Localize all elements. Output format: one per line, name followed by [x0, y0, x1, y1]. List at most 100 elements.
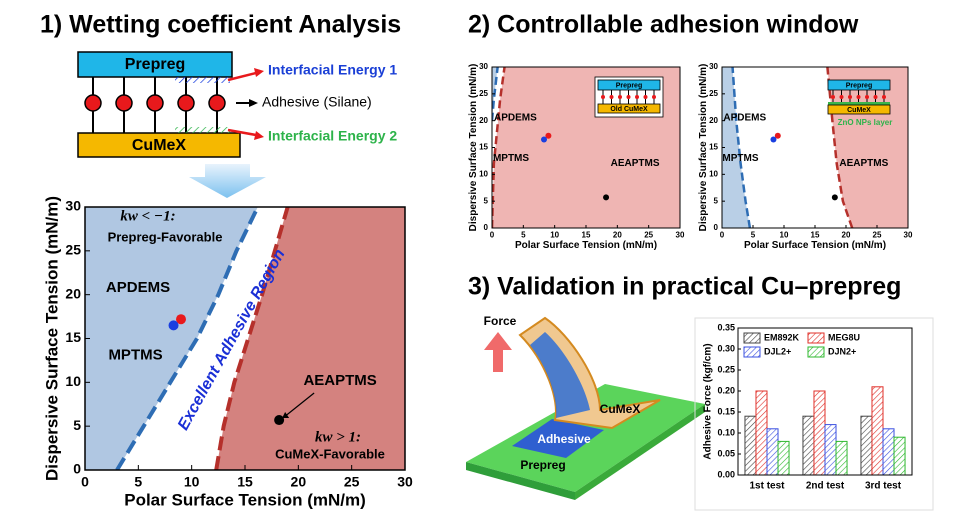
y-tick-label: 0 [73, 461, 81, 477]
bar [824, 424, 837, 476]
label: CuMeX [600, 402, 641, 416]
legend-swatch [743, 346, 761, 358]
region [216, 207, 405, 470]
molecules [84, 94, 226, 112]
bar [882, 428, 895, 476]
point [545, 132, 552, 139]
y-tick-label: 30 [709, 62, 718, 71]
point-label: APDEMS [494, 112, 537, 123]
label: Adhesive (Silane) [262, 94, 372, 110]
boundary-line [492, 67, 506, 228]
pointer-head [282, 412, 290, 419]
inset-label: Prepreg [616, 82, 642, 89]
inset-molecule [635, 95, 639, 99]
inset-label: Prepreg [846, 82, 872, 89]
boundary-line [731, 67, 752, 228]
point-label: MPTMS [493, 153, 529, 164]
inset-label: Old CuMeX [610, 106, 648, 113]
y-tick-label: 10 [479, 169, 488, 178]
y-tick-label: 0.15 [717, 406, 735, 416]
y-tick-label: 10 [65, 373, 81, 389]
x-tick-label: 3rd test [865, 481, 902, 492]
y-tick-label: 5 [73, 417, 81, 433]
y-tick-label: 5 [484, 196, 489, 205]
bar [813, 390, 826, 476]
bar [835, 440, 848, 476]
bar [871, 386, 884, 476]
y-axis-label: Dispersive Surface Tension (mN/m) [42, 196, 61, 481]
plot-frame [737, 327, 913, 476]
y-axis-label: Adhesive Force (kgf/cm) [703, 343, 714, 459]
arrows [227, 68, 264, 140]
x-tick-label: 10 [780, 230, 789, 239]
point-label: MPTMS [108, 346, 162, 363]
boundary-line [492, 67, 499, 121]
legend-label: MEG8U [828, 332, 860, 342]
label: Interfacial Energy 1 [268, 62, 397, 78]
chart-panel [694, 317, 934, 511]
point [831, 194, 838, 201]
y-tick-label: 10 [709, 169, 718, 178]
label: CuMeX [132, 137, 187, 154]
annotation: Prepreg-Favorable [108, 229, 223, 244]
x-tick-label: 25 [873, 230, 882, 239]
section-title: 2) Controllable adhesion window [468, 11, 859, 39]
inset-zno [828, 102, 890, 105]
interface-2 [175, 127, 230, 133]
regions [85, 207, 405, 470]
inset-molecule [626, 95, 631, 99]
inset-prepreg [827, 79, 891, 91]
y-tick-label: 25 [479, 89, 488, 98]
inset-molecule [601, 95, 605, 99]
prepreg-layer [77, 51, 233, 78]
bar [802, 415, 815, 476]
x-tick-label: 30 [397, 473, 413, 489]
legend-label: DJL2+ [764, 346, 791, 356]
y-tick-label: 25 [709, 89, 718, 98]
inset-molecule [882, 95, 886, 99]
point [176, 314, 186, 325]
inset-molecule [856, 95, 861, 99]
x-tick-label: 2nd test [806, 481, 845, 492]
x-axis-label: Polar Surface Tension (mN/m) [515, 240, 657, 251]
point [770, 136, 777, 143]
boundary-line [115, 207, 260, 470]
x-axis-label: Polar Surface Tension (mN/m) [124, 490, 366, 509]
bar [893, 436, 906, 476]
x-tick-label: 10 [550, 230, 559, 239]
x-tick-label: 0 [81, 473, 89, 489]
legend-label: EM892K [764, 332, 800, 342]
y-tick-label: 0.35 [717, 322, 735, 332]
y-tick-label: 5 [714, 196, 719, 205]
bar [766, 428, 779, 476]
bar [744, 415, 757, 476]
illustration: Force CuMeX Adhesive Prepreg [466, 314, 705, 500]
y-tick-label: 25 [65, 242, 81, 258]
legend-swatch [807, 346, 825, 358]
legend-label: DJN2+ [828, 346, 856, 356]
inset-label: CuMeX [847, 107, 871, 114]
x-tick-label: 15 [582, 230, 591, 239]
inset-molecule [609, 95, 614, 99]
x-tick-label: 25 [344, 473, 360, 489]
point [541, 136, 548, 143]
label: Prepreg [125, 56, 185, 73]
y-tick-label: 15 [709, 143, 718, 152]
inset-molecule [652, 95, 656, 99]
point [168, 320, 179, 331]
point-label: AEAPTMS [839, 158, 888, 169]
x-tick-label: 10 [184, 473, 200, 489]
y-tick-label: 0 [714, 223, 719, 232]
inset-molecule [839, 95, 844, 99]
point-label: APDEMS [106, 279, 170, 296]
y-tick-label: 15 [479, 143, 488, 152]
x-tick-label: 30 [904, 230, 913, 239]
legend-swatch [807, 332, 825, 344]
y-tick-label: 0.10 [717, 427, 735, 437]
x-tick-label: 15 [237, 473, 253, 489]
inset-molecule [848, 95, 852, 99]
point-label: AEAPTMS [611, 158, 660, 169]
inset-molecule [831, 95, 835, 99]
